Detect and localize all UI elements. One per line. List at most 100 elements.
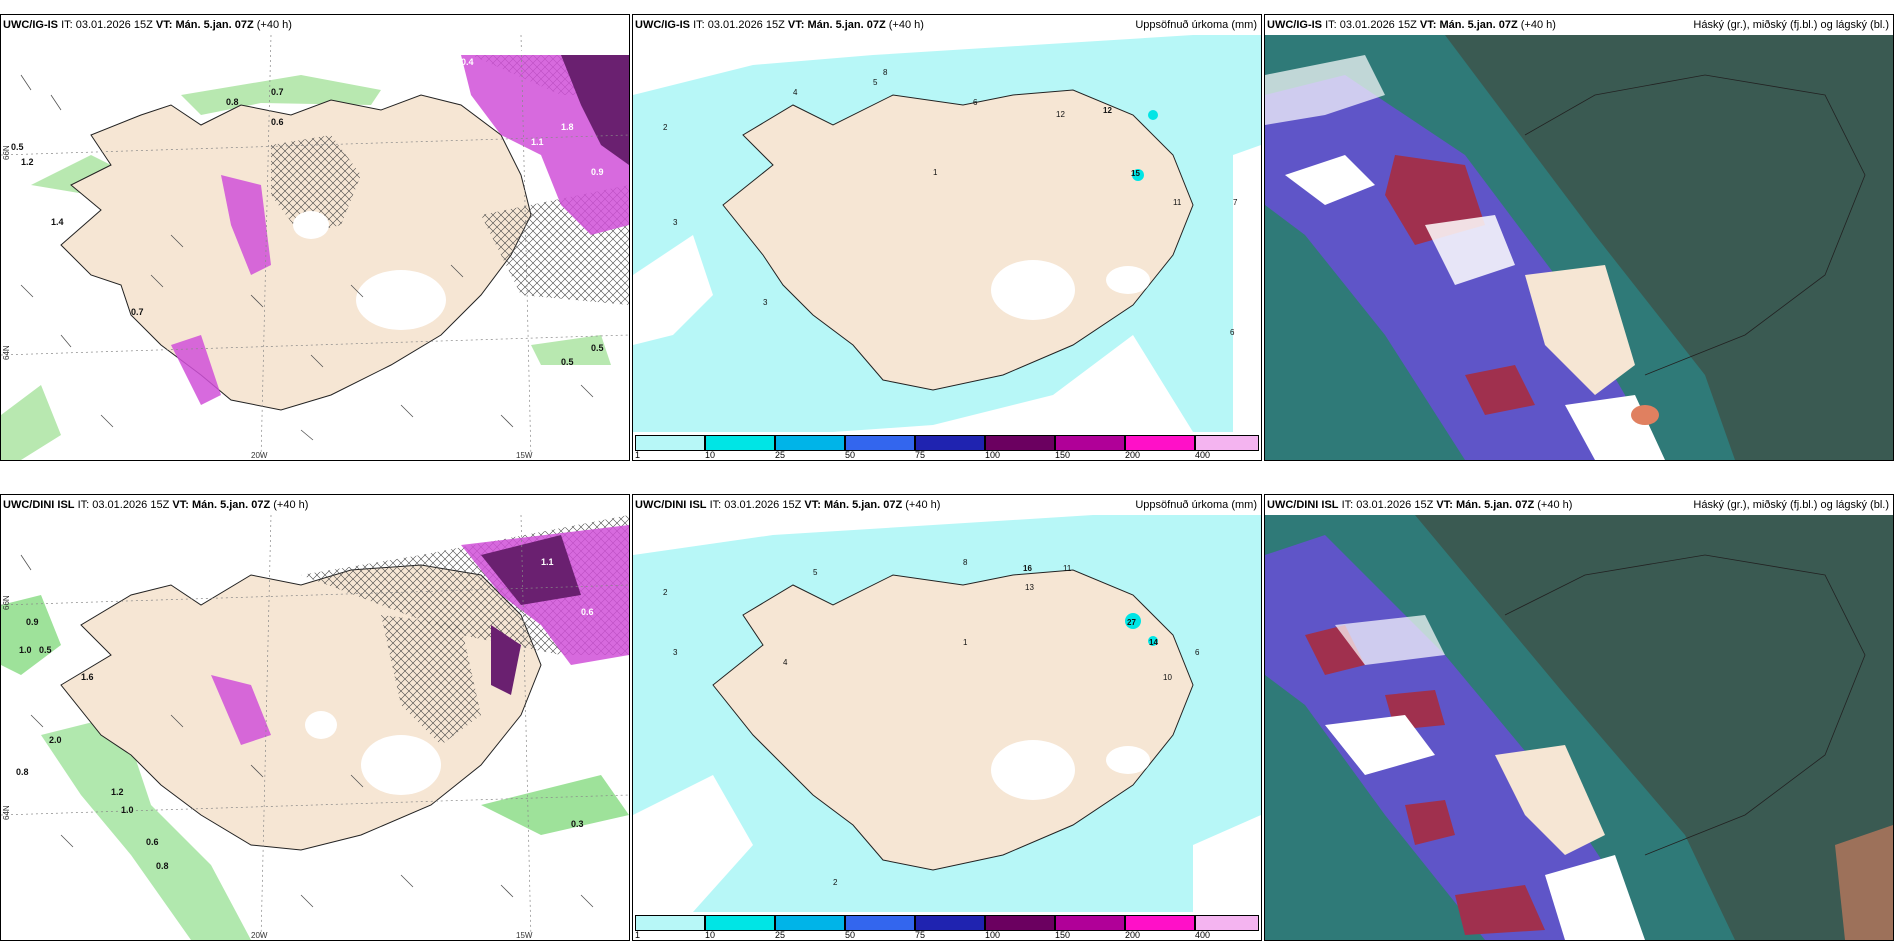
cloud-white xyxy=(1425,215,1515,285)
colorbar-label: 75 xyxy=(915,450,926,460)
precip-medium-spot xyxy=(1132,169,1144,181)
vt-value: Mán. 5.jan. 07Z xyxy=(1455,499,1535,511)
wind-value: 0.8 xyxy=(16,767,29,777)
panel-variable-title: Háský (gr.), miðský (fj.bl.) og lágský (… xyxy=(1693,19,1889,31)
vt-label: VT: xyxy=(172,499,189,511)
cloud-low-area xyxy=(1465,365,1535,415)
colorbar-swatch-9 xyxy=(1195,435,1259,451)
lat-label-66n: 66N xyxy=(2,595,11,610)
wind-value: 0.3 xyxy=(511,47,524,57)
precip-value: 10 xyxy=(1163,673,1172,682)
precip-value: 6 xyxy=(1230,328,1235,337)
map-precip-dini: 2 3 4 5 8 16 13 11 27 14 10 6 1 2 xyxy=(633,515,1261,940)
wind-purple-area xyxy=(561,55,629,165)
colorbar-label: 50 xyxy=(845,450,856,460)
vt-value: Mán. 5.jan. 07Z xyxy=(191,499,271,511)
precip-value: 4 xyxy=(793,88,798,97)
lead-time: (+40 h) xyxy=(1520,19,1556,31)
panel-header: UWC/DINI ISL IT: 03.01.2026 15Z VT: Mán.… xyxy=(1,495,629,515)
map-svg xyxy=(1265,35,1893,460)
colorbar-swatch-8 xyxy=(1125,915,1195,931)
colorbar-swatch-8 xyxy=(1125,435,1195,451)
lead-time: (+40 h) xyxy=(905,499,941,511)
precip-value: 5 xyxy=(813,568,818,577)
it-value: 03.01.2026 15Z xyxy=(75,19,153,31)
wind-value: 0.9 xyxy=(26,617,39,627)
cloud-white xyxy=(1545,855,1645,940)
hatched-area xyxy=(271,135,361,235)
cloud-low-area xyxy=(1405,800,1455,845)
wind-green-area xyxy=(531,335,611,365)
panel-igis-precip: UWC/IG-IS IT: 03.01.2026 15Z VT: Mán. 5.… xyxy=(632,14,1262,461)
colorbar-swatch-9 xyxy=(1195,915,1259,931)
wind-barbs xyxy=(20,554,594,908)
wind-value: 1.2 xyxy=(111,787,124,797)
precip-value: 8 xyxy=(883,68,888,77)
hatched-area xyxy=(381,615,481,745)
colorbar-label: 200 xyxy=(1125,450,1141,460)
it-label: IT: xyxy=(77,499,90,511)
colorbar-label: 50 xyxy=(845,930,856,940)
colorbar-label: 400 xyxy=(1195,450,1211,460)
it-label: IT: xyxy=(709,499,722,511)
panel-header: UWC/IG-IS IT: 03.01.2026 15Z VT: Mán. 5.… xyxy=(1,15,629,35)
no-precip xyxy=(1233,145,1261,432)
lead-time: (+40 h) xyxy=(888,19,924,31)
panel-igis-cloud: UWC/IG-IS IT: 03.01.2026 15Z VT: Mán. 5.… xyxy=(1264,14,1894,461)
wind-value: 1.2 xyxy=(21,157,34,167)
lat-label-66n: 66N xyxy=(2,145,11,160)
precip-value: 12 xyxy=(1056,110,1065,119)
no-precip xyxy=(633,235,713,345)
model-name: UWC/DINI ISL xyxy=(3,499,75,511)
lead-time: (+40 h) xyxy=(256,19,292,31)
wind-value: 0.8 xyxy=(226,97,239,107)
cloud-white xyxy=(1265,55,1385,125)
lon-label-15w: 15W xyxy=(516,451,533,460)
map-svg: 2 3 4 5 8 6 12 12 15 11 7 1 3 6 xyxy=(633,35,1261,432)
colorbar-swatch-3 xyxy=(775,435,845,451)
it-value: 03.01.2026 15Z xyxy=(92,499,170,511)
land-clear xyxy=(1495,745,1605,855)
glacier xyxy=(356,270,446,330)
map-wind-dini: 0.9 1.0 0.5 1.6 2.0 0.8 1.2 1.0 0.6 0.8 … xyxy=(1,515,629,940)
wind-value: 0.6 xyxy=(146,837,159,847)
panel-dini-wind: UWC/DINI ISL IT: 03.01.2026 15Z VT: Mán.… xyxy=(0,494,630,941)
cloud-low-area xyxy=(1455,885,1545,935)
colorbar-label: 25 xyxy=(775,930,786,940)
iceland-land xyxy=(722,89,1194,391)
wind-value: 1.8 xyxy=(561,122,574,132)
cloud-low-area xyxy=(1631,405,1659,425)
it-label: IT: xyxy=(693,19,705,31)
precip-value: 16 xyxy=(1023,564,1032,573)
precip-value: 8 xyxy=(963,558,968,567)
wind-value: 0.7 xyxy=(131,307,144,317)
glacier xyxy=(305,711,337,739)
panel-header: UWC/DINI ISL IT: 03.01.2026 15Z VT: Mán.… xyxy=(633,495,1261,515)
map-cloud-dini xyxy=(1265,515,1893,940)
vt-label: VT: xyxy=(1436,499,1453,511)
precip-value: 1 xyxy=(933,168,938,177)
precip-value: 11 xyxy=(1063,564,1072,573)
precip-value: 13 xyxy=(1025,583,1034,592)
precip-medium-spot xyxy=(1148,636,1158,646)
precip-value: 15 xyxy=(1131,169,1140,178)
precip-value: 3 xyxy=(673,218,678,227)
wind-value: 0.9 xyxy=(591,167,604,177)
colorbar-label: 25 xyxy=(775,450,786,460)
panel-variable-title: Háský (gr.), miðský (fj.bl.) og lágský (… xyxy=(1693,499,1889,511)
lon-label-20w: 20W xyxy=(251,931,268,940)
coastline xyxy=(1504,554,1866,856)
it-value: 03.01.2026 15Z xyxy=(724,499,802,511)
colorbar-label: 10 xyxy=(705,930,716,940)
iceland-land xyxy=(712,569,1194,871)
it-label: IT: xyxy=(1341,499,1354,511)
vt-label: VT: xyxy=(155,19,173,31)
wind-magenta-area xyxy=(221,175,271,275)
wind-value: 2.0 xyxy=(49,735,62,745)
colorbar-swatch-3 xyxy=(775,915,845,931)
map-wind-igis: 0.8 0.7 0.6 0.5 1.2 1.4 0.7 0.5 0.5 0.4 … xyxy=(1,35,629,460)
colorbar-label: 400 xyxy=(1195,930,1211,940)
precip-medium-spot xyxy=(1148,110,1158,120)
colorbar-swatch-2 xyxy=(705,435,775,451)
panel-igis-wind: UWC/IG-IS IT: 03.01.2026 15Z VT: Mán. 5.… xyxy=(0,14,630,461)
